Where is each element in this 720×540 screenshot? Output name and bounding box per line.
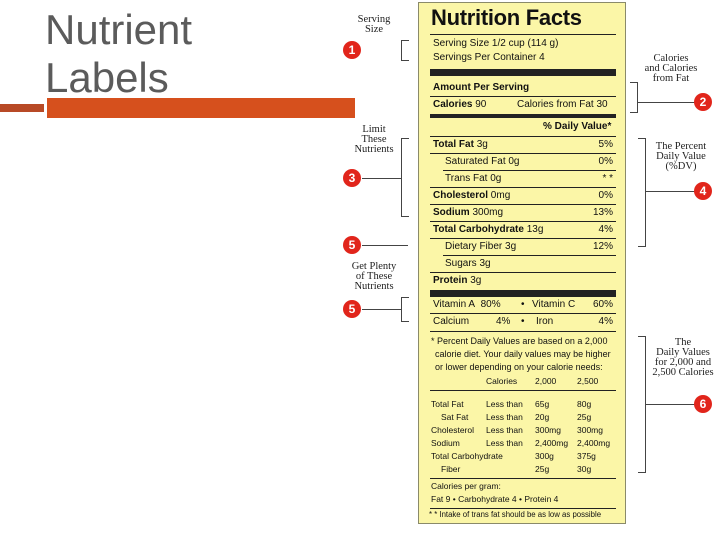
- serving-size: Serving Size 1/2 cup (114 g): [433, 38, 559, 49]
- bracket-2: [637, 82, 638, 112]
- bracket-4: [645, 138, 646, 246]
- badge-2: 2: [694, 93, 712, 111]
- slide-title-line2: Labels: [45, 54, 169, 101]
- badge-5b: 5: [343, 300, 361, 318]
- badge-1: 1: [343, 41, 361, 59]
- calcium-dv: 4%: [496, 316, 511, 327]
- dv-row-sat-fat: Sat Fat: [441, 412, 469, 422]
- footnote-line2: calorie diet. Your daily values may be h…: [435, 349, 611, 359]
- footnote-col-2500: 2,500: [577, 376, 599, 386]
- dv-saturated-fat: 0%: [598, 156, 613, 167]
- calories-annotation: Calories and Calories from Fat: [644, 53, 698, 84]
- calories-from-fat: Calories from Fat 30: [517, 99, 608, 110]
- label-title: Nutrition Facts: [431, 5, 582, 30]
- iron-dv: 4%: [598, 316, 613, 327]
- footnote-col-calories: Calories: [486, 376, 518, 386]
- badge-3: 3: [343, 169, 361, 187]
- badge-6: 6: [694, 395, 712, 413]
- nutrient-sodium: Sodium 300mg: [433, 207, 504, 218]
- dv-row-total-carb: Total Carbohydrate: [431, 451, 503, 461]
- get-plenty-annotation: Get Plenty of These Nutrients: [351, 261, 397, 292]
- dv-total-fat: 5%: [598, 139, 613, 150]
- footnote-line1: * Percent Daily Values are based on a 2,…: [431, 336, 608, 346]
- vitamin-bullet: •: [521, 299, 525, 310]
- calories-per-gram: Calories per gram:: [431, 481, 501, 491]
- percent-dv-annotation: The Percent Daily Value (%DV): [655, 141, 707, 172]
- nutrient-saturated-fat: Saturated Fat 0g: [445, 156, 520, 167]
- nutrition-facts-label: Nutrition Facts Serving Size 1/2 cup (11…: [418, 2, 626, 524]
- dv-total-carbohydrate: 4%: [598, 224, 613, 235]
- footnote-col-2000: 2,000: [535, 376, 557, 386]
- dv-row-sodium: Sodium: [431, 438, 460, 448]
- vitamin-a: Vitamin A 80%: [433, 299, 501, 310]
- nutrient-total-fat: Total Fat 3g: [433, 139, 488, 150]
- vitamin-c-dv: 60%: [592, 299, 613, 310]
- dv-cholesterol: 0%: [598, 190, 613, 201]
- nutrient-dietary-fiber: Dietary Fiber 3g: [445, 241, 517, 252]
- amount-per-serving: Amount Per Serving: [433, 82, 530, 93]
- dv-row-total-fat: Total Fat: [431, 399, 464, 409]
- nutrient-total-carbohydrate: Total Carbohydrate 13g: [433, 224, 544, 235]
- daily-value-header: % Daily Value*: [543, 121, 612, 132]
- nutrient-protein: Protein 3g: [433, 275, 482, 286]
- slide-title-line1: Nutrient: [45, 6, 193, 53]
- nutrient-trans-fat: Trans Fat 0g: [445, 173, 502, 184]
- nutrient-cholesterol: Cholesterol 0mg: [433, 190, 511, 201]
- dv-row-cholesterol: Cholesterol: [431, 425, 474, 435]
- calories-per-gram-values: Fat 9 • Carbohydrate 4 • Protein 4: [431, 494, 559, 504]
- slide-title: Nutrient Labels: [45, 6, 192, 102]
- footnote-line3: or lower depending on your calorie needs…: [435, 362, 603, 372]
- dv-row-fiber: Fiber: [441, 464, 461, 474]
- badge-4: 4: [694, 182, 712, 200]
- limit-nutrients-annotation: Limit These Nutrients: [354, 124, 394, 155]
- accent-bar-left: [0, 104, 44, 112]
- dv-sodium: 13%: [592, 207, 613, 218]
- bracket-1: [401, 40, 402, 60]
- mineral-bullet: •: [521, 316, 525, 327]
- trans-fat-note: * * Intake of trans fat should be as low…: [429, 510, 602, 519]
- iron: Iron: [536, 316, 554, 327]
- calories-row: Calories 90: [433, 99, 487, 110]
- dv-trans-fat: * *: [602, 173, 613, 184]
- accent-bar-right: [47, 98, 355, 118]
- bracket-5: [401, 297, 402, 321]
- serving-size-annotation: Serving Size: [357, 14, 391, 35]
- daily-values-annotation: The Daily Values for 2,000 and 2,500 Cal…: [652, 337, 714, 378]
- nutrient-sugars: Sugars 3g: [445, 258, 491, 269]
- badge-5a: 5: [343, 236, 361, 254]
- dv-dietary-fiber: 12%: [592, 241, 613, 252]
- vitamin-c: Vitamin C: [532, 299, 576, 310]
- servings-per-container: Servings Per Container 4: [433, 52, 545, 63]
- calcium: Calcium: [433, 316, 470, 327]
- bracket-3: [401, 138, 402, 216]
